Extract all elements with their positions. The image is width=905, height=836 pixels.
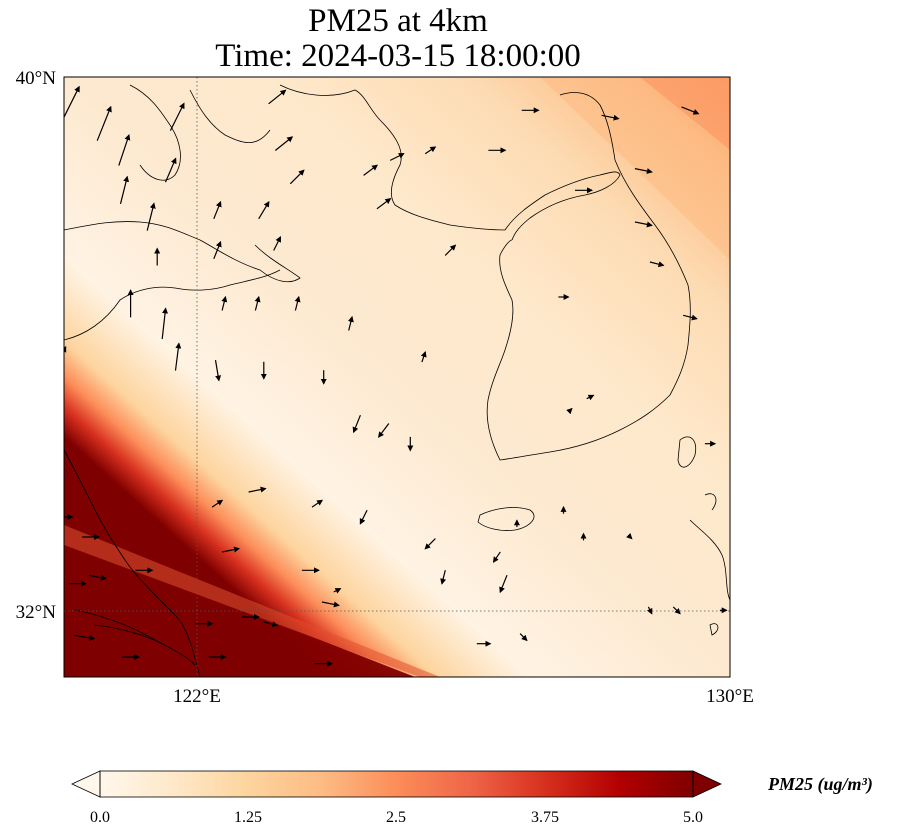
wind-vector bbox=[586, 394, 595, 401]
wind-vector bbox=[389, 153, 405, 161]
wind-vector bbox=[64, 346, 67, 353]
colorbar-title: PM25 (ug/m³) bbox=[768, 774, 873, 794]
wind-vector bbox=[174, 342, 182, 371]
map-frame bbox=[63, 76, 731, 678]
colorbar-extend-max bbox=[692, 770, 722, 798]
wind-vector bbox=[221, 295, 228, 311]
wind-vector bbox=[311, 499, 324, 508]
wind-vector bbox=[96, 105, 112, 141]
wind-vector bbox=[492, 551, 501, 563]
wind-vector bbox=[626, 533, 633, 540]
wind-vector bbox=[73, 634, 96, 641]
pm25-field bbox=[64, 77, 730, 677]
wind-vector bbox=[289, 169, 305, 185]
wind-vector bbox=[519, 633, 528, 642]
wind-vector bbox=[363, 164, 379, 176]
title-line-2: Time: 2024-03-15 18:00:00 bbox=[215, 38, 581, 74]
gridlines bbox=[64, 77, 730, 677]
wind-vector bbox=[164, 157, 177, 183]
wind-vector bbox=[601, 114, 620, 121]
wind-vector bbox=[376, 198, 392, 210]
wind-vector bbox=[352, 414, 361, 434]
wind-vector bbox=[274, 136, 294, 151]
wind-vector bbox=[649, 261, 665, 268]
coastlines bbox=[64, 84, 730, 677]
wind-vector bbox=[221, 546, 240, 553]
wind-vector bbox=[213, 240, 222, 260]
wind-vector bbox=[268, 89, 287, 105]
lon-tick-labels: 122°E 130°E bbox=[173, 686, 754, 707]
colorbar-tick-2: 2.5 bbox=[386, 809, 406, 826]
colorbar-frame bbox=[99, 770, 694, 798]
wind-vector bbox=[258, 200, 270, 220]
wind-vector bbox=[681, 106, 700, 115]
lon-tick-130e: 130°E bbox=[706, 686, 754, 707]
wind-vector bbox=[683, 314, 698, 321]
wind-vector bbox=[634, 168, 653, 174]
wind-vector bbox=[273, 236, 282, 251]
wind-vector bbox=[213, 200, 222, 220]
lat-tick-labels: 40°N 32°N bbox=[16, 68, 57, 623]
wind-vector bbox=[263, 621, 279, 628]
wind-vector bbox=[634, 221, 653, 228]
wind-vector bbox=[88, 574, 107, 581]
wind-vector bbox=[146, 202, 156, 231]
colorbar-tick-1: 1.25 bbox=[234, 809, 262, 826]
wind-vector bbox=[646, 606, 653, 615]
wind-vector bbox=[424, 538, 436, 550]
colorbar: 0.0 1.25 2.5 3.75 5.0 bbox=[71, 770, 722, 826]
wind-vector bbox=[347, 315, 354, 331]
lat-tick-40n: 40°N bbox=[16, 68, 57, 89]
colorbar-tick-3: 3.75 bbox=[531, 809, 559, 826]
wind-vector bbox=[118, 134, 131, 166]
wind-vectors bbox=[64, 85, 728, 667]
wind-vector bbox=[444, 244, 457, 256]
wind-vector bbox=[248, 486, 267, 493]
wind-vector bbox=[214, 360, 222, 382]
lat-tick-32n: 32°N bbox=[16, 602, 57, 623]
wind-vector bbox=[294, 295, 301, 311]
wind-vector bbox=[566, 407, 573, 415]
colorbar-tick-4: 5.0 bbox=[683, 809, 703, 826]
wind-vector bbox=[64, 85, 80, 119]
wind-vector bbox=[672, 606, 681, 615]
wind-vector bbox=[119, 175, 129, 205]
wind-vector bbox=[169, 102, 185, 131]
wind-vector bbox=[440, 570, 447, 585]
colorbar-extend-min bbox=[71, 770, 101, 798]
wind-vector bbox=[333, 588, 342, 594]
wind-vector bbox=[359, 509, 368, 525]
colorbar-tick-0: 0.0 bbox=[90, 809, 110, 826]
wind-vector bbox=[378, 423, 390, 438]
wind-vector bbox=[499, 574, 508, 594]
title-line-1: PM25 at 4km bbox=[308, 3, 488, 39]
wind-vector bbox=[424, 146, 437, 155]
wind-vector bbox=[420, 350, 427, 363]
colorbar-gradient bbox=[100, 771, 693, 797]
wind-vector bbox=[161, 307, 169, 340]
colorbar-ticks: 0.0 1.25 2.5 3.75 5.0 bbox=[90, 809, 703, 826]
map-title: PM25 at 4km Time: 2024-03-15 18:00:00 bbox=[0, 4, 796, 74]
wind-vector bbox=[254, 295, 261, 311]
wind-vector bbox=[211, 499, 224, 508]
lon-tick-122e: 122°E bbox=[173, 686, 221, 707]
wind-vector bbox=[321, 601, 340, 608]
